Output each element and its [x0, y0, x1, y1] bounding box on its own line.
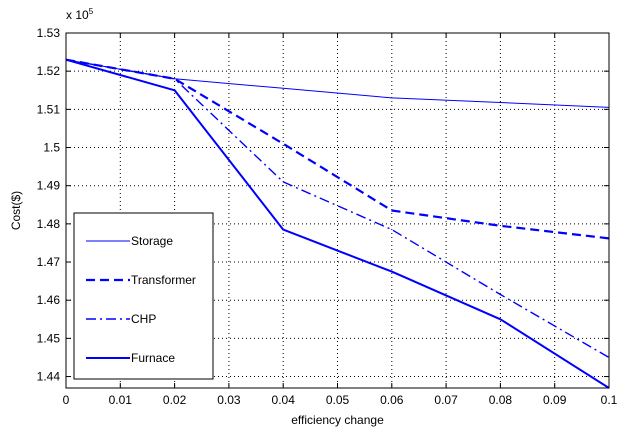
- y-axis-exponent: x 105: [66, 7, 94, 22]
- x-tick-label: 0.08: [489, 393, 513, 407]
- legend-label-storage: Storage: [131, 234, 173, 248]
- x-tick-label: 0.05: [326, 393, 350, 407]
- x-axis-label: efficiency change: [291, 413, 384, 427]
- y-tick-label: 1.53: [37, 26, 61, 40]
- grid: [66, 33, 609, 388]
- y-tick-label: 1.46: [37, 293, 61, 307]
- x-tick-label: 0.1: [601, 393, 617, 407]
- legend-label-chp: CHP: [131, 312, 156, 326]
- axis-ticks: 0 0.01 0.02 0.03 0.04 0.05 0.06 0.07 0.08 0.09 0.1…: [37, 26, 617, 407]
- y-tick-label: 1.49: [37, 179, 61, 193]
- series-line-chp: [65, 59, 610, 359]
- y-tick-label: 1.5: [43, 141, 60, 155]
- x-tick-label: 0.09: [543, 393, 567, 407]
- series-lines: [65, 58, 610, 389]
- legend-label-transformer: Transformer: [131, 273, 196, 287]
- x-tick-label: 0.06: [380, 393, 404, 407]
- x-tick-label: 0: [63, 393, 70, 407]
- y-axis-label: Cost($): [9, 191, 23, 230]
- y-tick-label: 1.48: [37, 217, 61, 231]
- x-tick-label: 0.01: [109, 393, 133, 407]
- x-tick-label: 0.07: [434, 393, 458, 407]
- x-tick-label: 0.03: [217, 393, 241, 407]
- legend: Storage Transformer CHP Furnace: [73, 212, 214, 380]
- legend-label-furnace: Furnace: [131, 351, 175, 365]
- series-line-transformer: [65, 58, 610, 240]
- y-tick-label: 1.52: [37, 64, 61, 78]
- y-tick-label: 1.45: [37, 331, 61, 345]
- x-tick-label: 0.02: [163, 393, 187, 407]
- y-tick-label: 1.47: [37, 255, 61, 269]
- y-tick-label: 1.44: [37, 370, 61, 384]
- series-line-furnace: [65, 58, 610, 389]
- x-tick-label: 0.04: [272, 393, 296, 407]
- y-tick-label: 1.51: [37, 102, 61, 116]
